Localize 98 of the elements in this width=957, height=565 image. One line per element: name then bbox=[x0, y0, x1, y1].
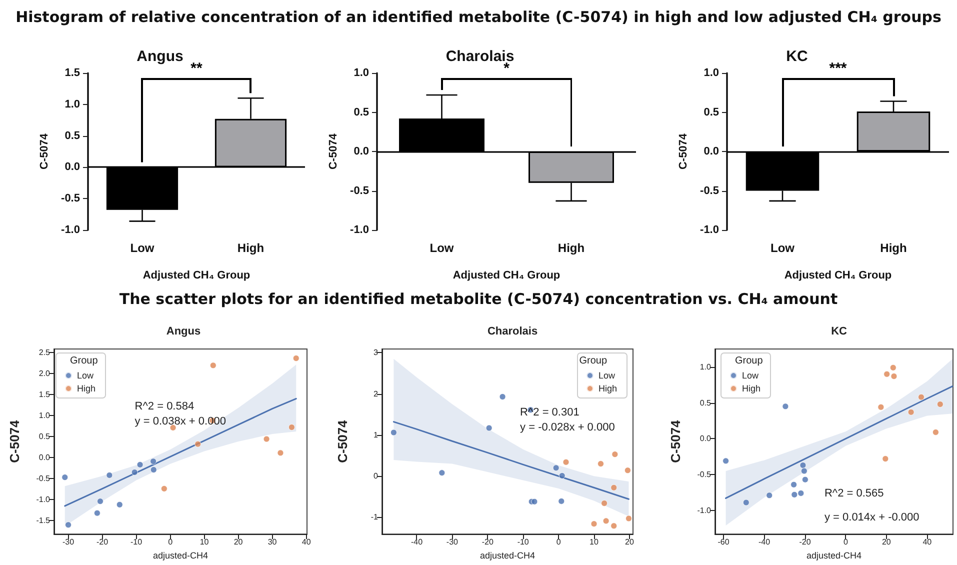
y-tick-label: 0.0 bbox=[704, 146, 719, 158]
chart-title: Charolais bbox=[487, 326, 538, 338]
x-tick-label: High bbox=[558, 241, 585, 255]
annotation: * bbox=[504, 60, 510, 77]
x-tick-label: High bbox=[880, 241, 907, 255]
y-tick-label: -1.0 bbox=[61, 224, 80, 236]
x-tick-label: -60 bbox=[718, 538, 730, 547]
x-tick-label: 40 bbox=[922, 538, 932, 547]
y-tick-label: 0.0 bbox=[64, 161, 80, 174]
chart-title: Angus bbox=[136, 48, 184, 65]
y-tick-label: 0.0 bbox=[38, 453, 51, 462]
x-axis-title: Adjusted CH₄ Group bbox=[784, 270, 892, 282]
y-tick-label: 3 bbox=[374, 348, 379, 358]
x-axis-title: adjusted-CH4 bbox=[480, 550, 536, 560]
x-tick-label: Low bbox=[130, 241, 155, 255]
annotation: y = 0.038x + 0.000 bbox=[134, 416, 226, 428]
y-tick-label: 1.0 bbox=[64, 98, 80, 110]
y-tick-label: 1 bbox=[374, 430, 379, 440]
x-tick-label: 40 bbox=[302, 538, 312, 547]
x-tick-label: 10 bbox=[590, 538, 599, 547]
text: The scatter plots for an identified metabolite (C-5074) concentration vs. CH₄ amount bbox=[118, 290, 839, 308]
annotation: y = 0.014x + -0.000 bbox=[824, 511, 920, 524]
legend-label: High bbox=[77, 384, 96, 394]
y-tick-label: 2 bbox=[374, 389, 379, 398]
annotation: y = -0.028x + 0.000 bbox=[520, 421, 615, 434]
chart-title: Angus bbox=[166, 326, 201, 338]
text: Histogram of relative concentration of an identified metabolite (C-5074) in high and low adjusted CH₄ groups bbox=[14, 8, 942, 26]
x-axis-title: Adjusted CH₄ Group bbox=[142, 270, 250, 282]
x-tick-label: -10 bbox=[517, 538, 530, 547]
y-tick-label: 0.0 bbox=[354, 146, 369, 158]
legend-label: Low bbox=[742, 370, 760, 380]
y-tick-label: -1.0 bbox=[350, 224, 369, 236]
y-axis-title: C-5074 bbox=[7, 419, 22, 463]
legend-title: Group bbox=[579, 356, 608, 366]
annotation: R^2 = 0.301 bbox=[520, 406, 580, 418]
x-axis-title: adjusted-CH4 bbox=[152, 550, 208, 560]
x-tick-label: -40 bbox=[410, 538, 424, 547]
y-tick-label: 1.5 bbox=[38, 390, 51, 399]
y-axis-title: C-5074 bbox=[335, 419, 350, 463]
y-axis-title: C-5074 bbox=[678, 132, 690, 170]
x-tick-label: 20 bbox=[625, 538, 634, 547]
y-tick-label: -0.5 bbox=[61, 192, 80, 205]
y-tick-label: -0.5 bbox=[350, 184, 369, 197]
y-tick-label: 0.5 bbox=[704, 106, 719, 118]
chart-title: KC bbox=[786, 48, 808, 65]
y-axis-title: C-5074 bbox=[668, 419, 683, 463]
y-tick-label: 1.0 bbox=[700, 362, 712, 372]
y-tick-label: -1.0 bbox=[36, 495, 51, 504]
y-axis-title: C-5074 bbox=[328, 132, 340, 170]
legend-label: Low bbox=[77, 370, 94, 380]
annotation: *** bbox=[828, 60, 848, 77]
x-tick-label: 30 bbox=[268, 538, 278, 547]
x-tick-label: High bbox=[237, 241, 264, 255]
y-tick-label: 2.5 bbox=[38, 348, 51, 357]
legend-label: Low bbox=[598, 370, 616, 380]
legend-title: Group bbox=[70, 356, 98, 366]
x-axis-title: Adjusted CH₄ Group bbox=[452, 270, 560, 282]
y-tick-label: -0.5 bbox=[700, 184, 719, 197]
y-tick-label: 1.0 bbox=[38, 410, 51, 420]
x-tick-label: -10 bbox=[130, 538, 143, 547]
y-tick-label: -1.0 bbox=[697, 506, 712, 515]
x-tick-label: -20 bbox=[482, 538, 494, 547]
annotation: R^2 = 0.584 bbox=[134, 400, 194, 413]
x-tick-label: 20 bbox=[234, 538, 244, 547]
x-tick-label: Low bbox=[430, 241, 454, 255]
x-tick-label: 20 bbox=[882, 538, 892, 547]
y-tick-label: 0.5 bbox=[64, 130, 80, 142]
x-tick-label: Low bbox=[770, 241, 796, 255]
y-tick-label: -1 bbox=[370, 512, 379, 522]
y-tick-label: 1.0 bbox=[354, 67, 369, 79]
x-tick-label: -30 bbox=[446, 538, 459, 547]
y-tick-label: 1.5 bbox=[64, 67, 80, 79]
y-tick-label: -0.5 bbox=[36, 474, 51, 484]
y-tick-label: -0.5 bbox=[697, 470, 712, 480]
legend-label: High bbox=[598, 384, 618, 394]
y-tick-label: -1.5 bbox=[36, 516, 51, 526]
y-tick-label: -1.0 bbox=[700, 224, 719, 236]
y-tick-label: 0.0 bbox=[700, 434, 712, 444]
y-tick-label: 0.5 bbox=[354, 106, 369, 118]
y-axis-title: C-5074 bbox=[38, 132, 50, 170]
x-tick-label: -20 bbox=[799, 538, 812, 547]
x-tick-label: -30 bbox=[62, 538, 75, 547]
x-tick-label: 0 bbox=[843, 538, 848, 547]
chart-title: KC bbox=[831, 326, 847, 338]
x-tick-label: 0 bbox=[556, 538, 562, 547]
x-tick-label: 10 bbox=[200, 538, 210, 547]
y-tick-label: 0.5 bbox=[38, 432, 51, 441]
x-axis-title: adjusted-CH4 bbox=[806, 550, 862, 560]
x-tick-label: -20 bbox=[96, 538, 109, 547]
y-tick-label: 0.5 bbox=[700, 398, 712, 408]
x-tick-label: 0 bbox=[168, 538, 174, 547]
legend-label: High bbox=[742, 384, 761, 394]
y-tick-label: 1.0 bbox=[704, 67, 719, 79]
y-tick-label: 2.0 bbox=[38, 368, 51, 378]
x-tick-label: -40 bbox=[758, 538, 771, 547]
legend-title: Group bbox=[735, 356, 764, 366]
annotation: R^2 = 0.565 bbox=[824, 487, 884, 500]
annotation: ** bbox=[190, 60, 202, 77]
